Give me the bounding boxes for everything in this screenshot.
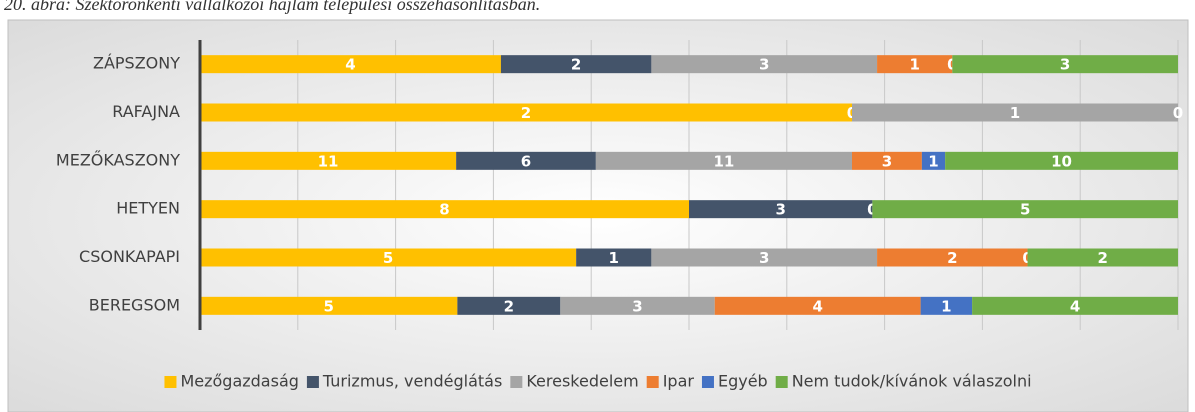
bar-segment bbox=[852, 151, 922, 170]
bar-segment bbox=[852, 103, 1178, 122]
value-label: 3 bbox=[632, 297, 642, 315]
value-label: 11 bbox=[318, 152, 339, 170]
value-label: 3 bbox=[1060, 56, 1070, 74]
value-label: 5 bbox=[1020, 201, 1030, 219]
bar-segment bbox=[920, 296, 973, 315]
bar-segment bbox=[1027, 248, 1178, 267]
bar-segment bbox=[457, 296, 561, 315]
y-tick-label: ZÁPSZONY bbox=[93, 54, 180, 73]
value-label: 5 bbox=[383, 249, 393, 267]
value-label: 8 bbox=[439, 201, 449, 219]
bar-segment bbox=[872, 200, 1178, 219]
value-label: 2 bbox=[1098, 249, 1108, 267]
bar-segment bbox=[714, 296, 921, 315]
y-tick-label: RAFAJNA bbox=[112, 102, 180, 121]
bar-segment bbox=[200, 55, 501, 74]
value-label: 1 bbox=[941, 297, 951, 315]
value-label: 1 bbox=[928, 152, 938, 170]
value-label: 3 bbox=[759, 249, 769, 267]
legend-label: Egyéb bbox=[718, 372, 768, 391]
value-label: 6 bbox=[521, 152, 531, 170]
y-tick-label: HETYEN bbox=[116, 199, 180, 218]
value-label: 2 bbox=[571, 56, 581, 74]
legend-label: Mezőgazdaság bbox=[180, 372, 298, 391]
legend-label: Nem tudok/kívánok válaszolni bbox=[792, 372, 1032, 391]
bar-segment bbox=[952, 55, 1178, 74]
value-label: 1 bbox=[609, 249, 619, 267]
y-tick-label: BEREGSOM bbox=[89, 295, 180, 314]
legend-swatch bbox=[646, 376, 659, 388]
legend-label: Ipar bbox=[663, 372, 695, 391]
bar-segment bbox=[200, 151, 457, 170]
value-label: 3 bbox=[882, 152, 892, 170]
bar-segment bbox=[651, 55, 878, 74]
chart-title: 20. ábra: Szektoronkénti vállalkozói haj… bbox=[4, 0, 540, 14]
legend-swatch bbox=[164, 376, 177, 388]
bar-segment bbox=[200, 103, 852, 122]
legend-swatch bbox=[701, 376, 714, 388]
value-label: 3 bbox=[759, 56, 769, 74]
legend-swatch bbox=[510, 376, 523, 388]
value-label: 2 bbox=[947, 249, 957, 267]
value-label: 3 bbox=[775, 201, 785, 219]
bar-segment bbox=[877, 248, 1028, 267]
bar-segment bbox=[200, 200, 689, 219]
value-label: 2 bbox=[504, 297, 514, 315]
bar-segment bbox=[651, 248, 878, 267]
bar-segment bbox=[576, 248, 652, 267]
y-tick-label: MEZŐKASZONY bbox=[56, 149, 180, 169]
value-label: 4 bbox=[345, 56, 355, 74]
bar-segment bbox=[689, 200, 873, 219]
legend-label: Turizmus, vendéglátás bbox=[322, 372, 502, 391]
value-label: 4 bbox=[1070, 297, 1080, 315]
bar-segment bbox=[877, 55, 953, 74]
bar-segment bbox=[456, 151, 596, 170]
legend-label: Kereskedelem bbox=[526, 372, 638, 391]
legend-swatch bbox=[306, 376, 319, 388]
bar-segment bbox=[945, 151, 1178, 170]
value-label: 4 bbox=[812, 297, 822, 315]
value-label: 0 bbox=[1173, 104, 1183, 122]
bar-segment bbox=[972, 296, 1178, 315]
value-label: 10 bbox=[1051, 152, 1072, 170]
legend-swatch bbox=[775, 376, 788, 388]
bar-segment bbox=[500, 55, 652, 74]
bar-segment bbox=[200, 296, 458, 315]
y-tick-label: CSONKAPAPI bbox=[79, 247, 180, 266]
bar-segment bbox=[595, 151, 852, 170]
value-label: 1 bbox=[1010, 104, 1020, 122]
value-label: 1 bbox=[909, 56, 919, 74]
value-label: 5 bbox=[323, 297, 333, 315]
value-label: 2 bbox=[521, 104, 531, 122]
bar-segment bbox=[921, 151, 946, 170]
bar-segment bbox=[200, 248, 577, 267]
value-label: 11 bbox=[713, 152, 734, 170]
bar-segment bbox=[560, 296, 715, 315]
